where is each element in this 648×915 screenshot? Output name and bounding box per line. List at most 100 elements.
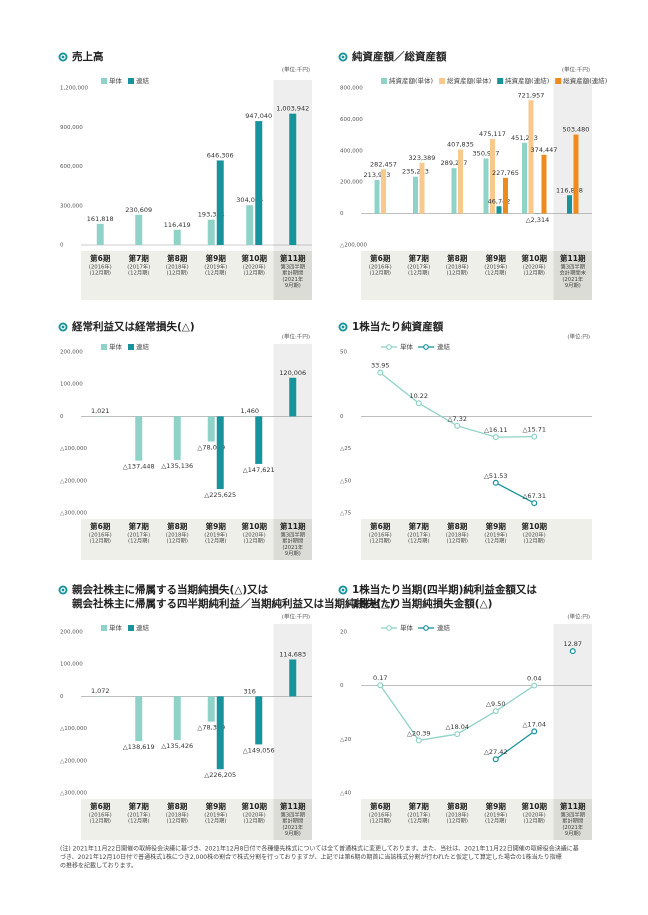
value-label: △18.04: [445, 723, 469, 731]
legend-marker: [386, 344, 392, 350]
x-tick-note: (12月期): [370, 270, 391, 277]
bar: [207, 219, 215, 245]
marker: [531, 682, 538, 689]
x-tick-note: (12月期): [485, 270, 506, 277]
x-tick-label: 第8期: [447, 521, 468, 531]
y-tick-label: 100,000: [60, 382, 83, 388]
marker: [377, 369, 384, 376]
bar: [289, 113, 297, 245]
chart-panel: 経常利益又は経常損失(△) (単位:千円) 単体 連結 △300,000 △200,000…: [58, 320, 312, 560]
unit-label: (単位:円): [567, 333, 590, 341]
x-tick-label: 第7期: [409, 801, 430, 811]
title-icon: [338, 585, 348, 595]
category-band-current: [553, 251, 592, 300]
chart-title: 経常利益又は経常損失(△): [72, 320, 195, 333]
x-tick-note: (12月期): [128, 818, 149, 825]
bar: [255, 416, 263, 464]
value-label: △138,619: [123, 743, 155, 751]
x-tick-note: 第3四半期: [560, 263, 585, 271]
value-label: 1,460: [240, 407, 259, 415]
bar: [246, 205, 254, 245]
x-tick-label: 第7期: [129, 801, 150, 811]
category-band-current: [553, 799, 592, 840]
x-tick-note: (2019年): [204, 531, 227, 539]
legend-swatch: [497, 78, 504, 84]
x-tick-label: 第8期: [167, 253, 188, 263]
x-tick-label: 第10期: [242, 253, 268, 263]
value-label: △225,625: [204, 491, 236, 499]
x-tick-note: (12月期): [90, 818, 111, 825]
x-tick-note: (2020年): [523, 531, 546, 539]
footnote: (注) 2021年11月22日開催の取締役会決議に基づき、2021年12月8日付…: [60, 845, 579, 853]
x-tick-note: (2020年): [243, 811, 266, 819]
x-tick-note: 累計期間: [282, 269, 303, 277]
x-tick-note: (2018年): [166, 531, 189, 539]
x-tick-note: (12月期): [128, 538, 149, 545]
value-label: 503,480: [563, 126, 590, 134]
legend-label: 単体: [400, 623, 414, 632]
x-tick-note: 第3四半期: [560, 811, 585, 819]
value-label: 235,233: [402, 168, 429, 176]
value-label: △16.11: [484, 426, 508, 434]
x-tick-note: (12月期): [205, 818, 226, 825]
x-tick-label: 第9期: [486, 521, 507, 531]
x-tick-note: (12月期): [370, 538, 391, 545]
value-label: 407,835: [447, 141, 474, 149]
title-icon: [58, 52, 68, 62]
x-tick-label: 第6期: [370, 521, 391, 531]
x-tick-note: (12月期): [205, 538, 226, 545]
chart-title: 売上高: [72, 50, 104, 63]
x-tick-note: 第3四半期: [280, 531, 305, 539]
x-tick-note: (12月期): [205, 270, 226, 277]
x-tick-label: 第11期: [560, 801, 586, 811]
y-tick-label: 0: [60, 694, 64, 700]
x-tick-label: 第6期: [90, 253, 111, 263]
marker: [492, 708, 499, 715]
title-icon: [58, 585, 68, 595]
legend-swatch: [128, 78, 134, 84]
x-tick-note: 累計期間: [282, 537, 303, 545]
x-tick-note: (2017年): [407, 531, 430, 539]
x-tick-note: (12月期): [90, 270, 111, 277]
chart-panel: 売上高 (単位:千円) 単体 連結 0 300,000 600,000 900,000 1,20…: [58, 50, 312, 300]
x-tick-note: (12月期): [408, 538, 429, 545]
x-tick-note: 第3四半期: [280, 811, 305, 819]
current-period-bg: [273, 344, 312, 519]
current-period-bg: [273, 624, 312, 799]
value-label: △135,136: [161, 462, 193, 470]
bar: [207, 416, 215, 442]
y-tick-label: 600,000: [60, 164, 83, 170]
x-tick-note: (12月期): [408, 818, 429, 825]
x-tick-label: 第9期: [206, 521, 227, 531]
x-tick-note: (2017年): [407, 263, 430, 271]
x-tick-label: 第9期: [486, 253, 507, 263]
chart-title: 1株当たり当期(四半期)純利益金額又は: [352, 583, 537, 596]
x-tick-note: (2020年): [523, 263, 546, 271]
y-tick-label: △200,000: [340, 243, 367, 249]
y-tick-label: △300,000: [60, 511, 87, 517]
value-label: 230,609: [125, 206, 152, 214]
bar: [96, 416, 104, 417]
marker: [454, 731, 461, 738]
y-tick-label: 200,000: [60, 630, 83, 636]
x-tick-note: (12月期): [447, 270, 468, 277]
value-label: 161,818: [87, 215, 114, 223]
x-tick-note: (12月期): [244, 538, 265, 545]
x-tick-note: (2016年): [89, 531, 112, 539]
bar: [541, 154, 547, 214]
value-label: 12.87: [563, 640, 582, 648]
y-tick-label: 0: [340, 211, 344, 217]
bar: [381, 169, 386, 214]
bar: [96, 696, 104, 697]
unit-label: (単位:千円): [282, 333, 310, 341]
value-label: △51.53: [484, 472, 508, 480]
x-tick-note: (2016年): [89, 811, 112, 819]
value-label: △147,621: [243, 466, 275, 474]
category-band-current: [273, 519, 312, 560]
chart-panel: 1株当たり純資産額 (単位:円) 単体 連結 △75 △50 △25 0 50 第6期(2016年…: [338, 320, 592, 560]
marker: [492, 434, 499, 441]
value-label: 323,389: [409, 154, 436, 162]
y-tick-label: 600,000: [340, 117, 363, 123]
x-tick-label: 第10期: [522, 521, 548, 531]
x-tick-label: 第11期: [280, 801, 306, 811]
